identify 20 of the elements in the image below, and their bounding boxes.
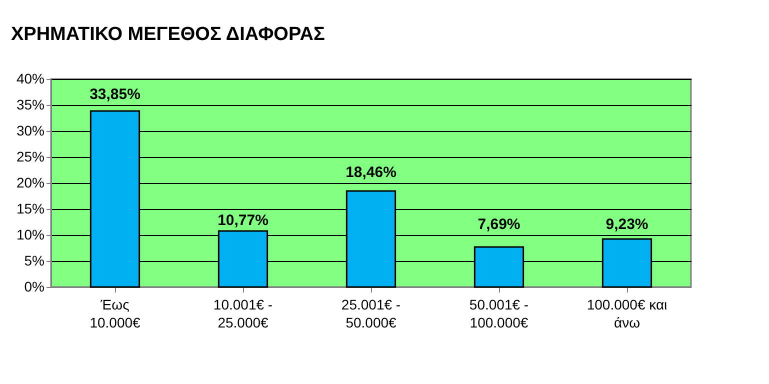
data-label: 18,46% (346, 164, 396, 181)
data-label: 9,23% (606, 216, 648, 233)
y-tick-label: 0% (24, 278, 44, 294)
chart-title: ΧΡΗΜΑΤΙΚΟ ΜΕΓΕΘΟΣ ΔΙΑΦΟΡΑΣ (10, 24, 325, 45)
x-tick-label: Έως 10.000€ (90, 296, 141, 330)
y-tick-label: 30% (16, 122, 44, 138)
x-tick-label: 50.001€ - 100.000€ (469, 296, 529, 330)
data-label: 7,69% (478, 216, 520, 233)
y-tick-label: 15% (16, 200, 44, 216)
data-label: 33,85% (90, 86, 140, 103)
data-label: 10,77% (218, 212, 268, 229)
x-tick-label: 25.001€ - 50.000€ (341, 296, 401, 330)
x-tick-label: 100.000€ και άνω (586, 296, 668, 330)
y-tick-label: 40% (16, 70, 44, 86)
y-tick-label: 35% (16, 96, 44, 112)
y-tick-label: 10% (16, 226, 44, 242)
y-tick-label: 25% (16, 148, 44, 164)
y-tick-label: 5% (24, 252, 44, 268)
x-tick-label: 10.001€ - 25.000€ (213, 296, 273, 330)
y-tick-label: 20% (16, 174, 44, 190)
